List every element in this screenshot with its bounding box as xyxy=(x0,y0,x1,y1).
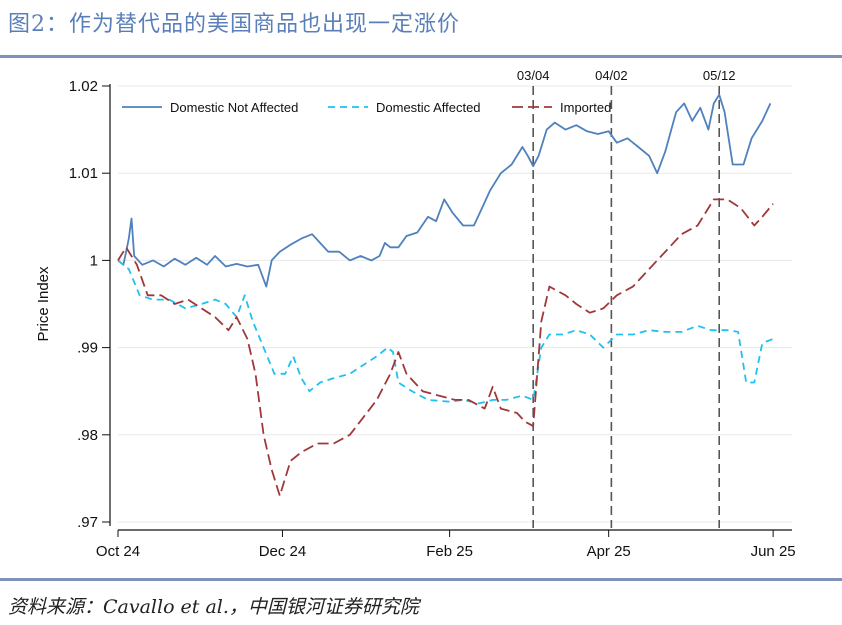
legend-label: Domestic Affected xyxy=(376,100,481,115)
x-tick-label: Jun 25 xyxy=(751,543,796,560)
price-index-chart: .97 .98 .99 1 1.01 1.02 Oct 24 Dec 24 Feb 25 Apr … xyxy=(35,68,796,560)
legend-label: Imported xyxy=(560,100,611,115)
x-tick-label: Dec 24 xyxy=(259,543,307,560)
series-line-domestic-not-affected xyxy=(117,93,772,288)
top-rule xyxy=(0,55,842,58)
y-tick-label: 1.02 xyxy=(69,78,98,95)
x-tick-label: Oct 24 xyxy=(96,543,140,560)
y-tick-label: 1 xyxy=(90,252,98,269)
source-note: 资料来源：Cavallo et al.，中国银河证券研究院 xyxy=(8,596,419,618)
event-line-label: 04/02 xyxy=(595,68,628,83)
series-line-domestic-affected xyxy=(117,259,774,405)
legend: Domestic Not Affected Domestic Affected Im… xyxy=(122,100,611,115)
y-tick-label: .97 xyxy=(77,514,98,531)
event-line-label: 05/12 xyxy=(703,68,736,83)
gridlines xyxy=(118,85,792,523)
y-tick-label: 1.01 xyxy=(69,165,98,182)
y-tick-label: .99 xyxy=(77,340,98,357)
figure-title: 图2：作为替代品的美国商品也出现一定涨价 xyxy=(8,12,460,37)
legend-label: Domestic Not Affected xyxy=(170,100,298,115)
x-tick-label: Apr 25 xyxy=(587,543,631,560)
event-lines: 03/04 04/02 05/12 xyxy=(517,68,736,528)
bottom-rule xyxy=(0,578,842,581)
event-line-label: 03/04 xyxy=(517,68,550,83)
y-axis-title: Price Index xyxy=(35,266,52,342)
axes: .97 .98 .99 1 1.01 1.02 Oct 24 Dec 24 Feb 25 Apr … xyxy=(69,78,796,560)
y-tick-label: .98 xyxy=(77,427,98,444)
x-tick-label: Feb 25 xyxy=(426,543,473,560)
series-lines xyxy=(117,93,774,497)
series-line-imported xyxy=(117,198,774,497)
